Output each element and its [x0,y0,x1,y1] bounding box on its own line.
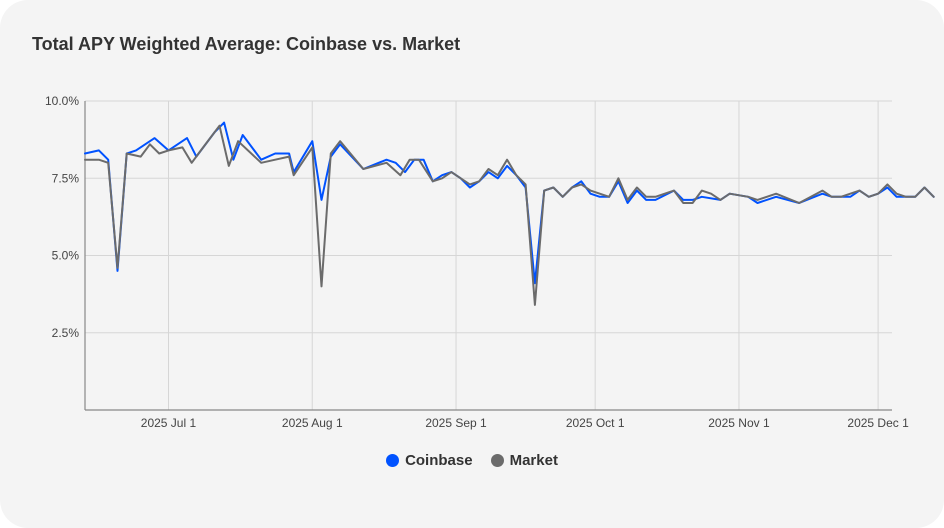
chart-legend: Coinbase Market [0,452,944,469]
tick-labels: 2.5% 5.0% 7.5% 10.0% 2025 Jul 1 2025 Aug 1 202… [45,94,909,430]
x-tick-label: 2025 Sep 1 [425,416,487,430]
legend-swatch [386,454,400,467]
x-tick-label: 2025 Oct 1 [566,416,625,430]
legend-swatch [490,454,504,467]
x-tick-label: 2025 Nov 1 [708,416,770,430]
series-line-market [84,124,935,306]
legend-label: Market [509,452,558,469]
y-tick-label: 7.5% [52,171,80,185]
y-tick-label: 2.5% [52,326,80,340]
y-tick-label: 10.0% [45,94,79,108]
x-tick-label: 2025 Aug 1 [282,416,343,430]
series-lines [84,121,935,306]
x-tick-label: 2025 Jul 1 [141,416,197,430]
grid [85,100,892,410]
chart-title: Total APY Weighted Average: Coinbase vs.… [32,34,461,54]
x-tick-label: 2025 Dec 1 [847,416,909,430]
legend-item-coinbase: Coinbase [386,452,473,469]
y-tick-label: 5.0% [52,249,80,263]
series-line-coinbase [84,121,935,285]
legend-item-market: Market [490,452,558,469]
legend-label: Coinbase [405,452,473,469]
